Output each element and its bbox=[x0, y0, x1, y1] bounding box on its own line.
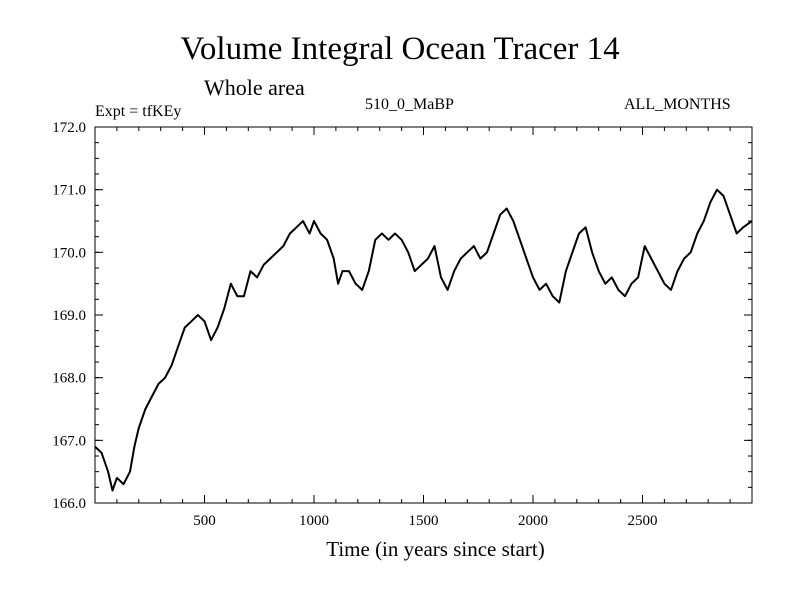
x-tick-label: 2000 bbox=[518, 513, 548, 529]
x-tick-label: 500 bbox=[193, 513, 216, 529]
y-tick-label: 167.0 bbox=[52, 433, 86, 449]
y-tick-label: 169.0 bbox=[52, 308, 86, 324]
y-tick-label: 168.0 bbox=[52, 371, 86, 387]
chart-title: Volume Integral Ocean Tracer 14 bbox=[180, 31, 620, 67]
experiment-label: Expt = tfKEy bbox=[95, 103, 182, 120]
plot-frame bbox=[94, 126, 753, 504]
series-line bbox=[94, 188, 753, 492]
x-axis-label: Time (in years since start) bbox=[326, 537, 545, 561]
chart-subtitle: Whole area bbox=[204, 75, 305, 100]
y-tick-label: 166.0 bbox=[52, 496, 86, 512]
y-tick-label: 171.0 bbox=[52, 183, 86, 199]
y-tick-label: 172.0 bbox=[52, 120, 86, 136]
period-label: 510_0_MaBP bbox=[365, 96, 454, 113]
x-tick-label: 1500 bbox=[409, 513, 439, 529]
x-tick-label: 2500 bbox=[628, 513, 658, 529]
months-label: ALL_MONTHS bbox=[624, 96, 731, 113]
x-tick-label: 1000 bbox=[299, 513, 329, 529]
y-tick-label: 170.0 bbox=[52, 245, 86, 261]
